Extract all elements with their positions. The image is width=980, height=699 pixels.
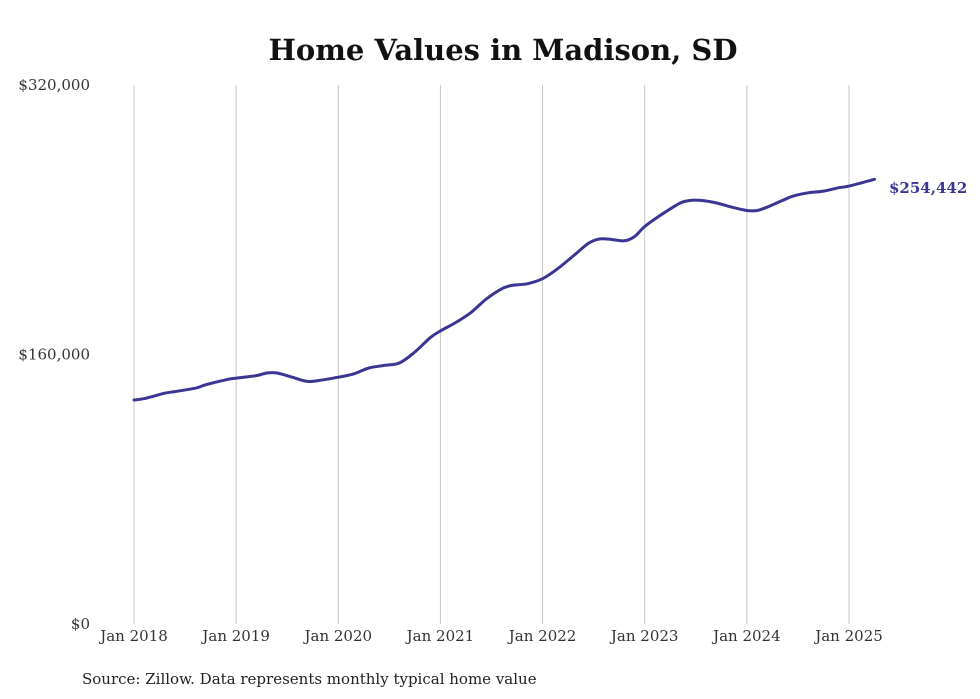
x-tick-label-3: Jan 2021 bbox=[405, 627, 475, 645]
x-axis-ticks: Jan 2018 Jan 2019 Jan 2020 Jan 2021 Jan 2022… bbox=[98, 627, 883, 645]
y-axis-ticks: $0 $160,000 $320,000 bbox=[18, 76, 90, 633]
x-tick-label-4: Jan 2022 bbox=[507, 627, 577, 645]
series-layer bbox=[132, 177, 876, 402]
gridlines bbox=[133, 85, 850, 624]
y-tick-label-2: $320,000 bbox=[18, 76, 90, 94]
x-tick-label-2: Jan 2020 bbox=[303, 627, 373, 645]
y-tick-label-1: $160,000 bbox=[18, 346, 90, 364]
chart-title: Home Values in Madison, SD bbox=[269, 33, 738, 67]
end-value-label: $254,442 bbox=[889, 179, 967, 197]
y-tick-label-0: $0 bbox=[71, 615, 90, 633]
x-tick-label-0: Jan 2018 bbox=[98, 627, 168, 645]
x-tick-label-6: Jan 2024 bbox=[711, 627, 781, 645]
x-tick-label-5: Jan 2023 bbox=[609, 627, 679, 645]
x-tick-label-7: Jan 2025 bbox=[813, 627, 883, 645]
x-tick-label-1: Jan 2019 bbox=[200, 627, 270, 645]
source-note: Source: Zillow. Data represents monthly … bbox=[82, 670, 537, 688]
series-line-0 bbox=[132, 177, 876, 402]
